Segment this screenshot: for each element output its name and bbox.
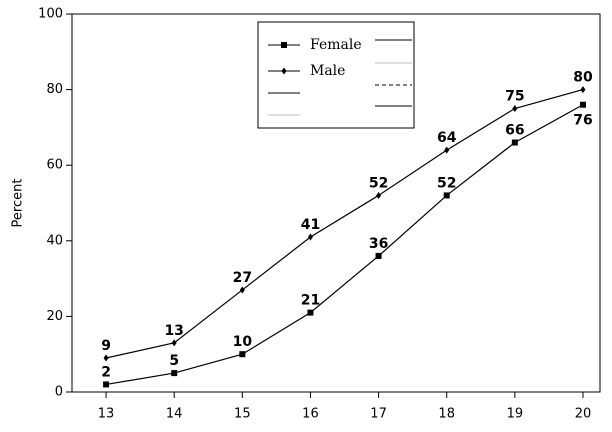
x-tick-label: 15 [234, 407, 251, 422]
y-axis-label: Percent [11, 179, 26, 228]
marker [444, 146, 450, 154]
data-label: 80 [573, 70, 593, 86]
data-label: 66 [505, 123, 524, 139]
x-tick-label: 18 [438, 407, 455, 422]
y-tick-label: 60 [46, 158, 63, 173]
marker [443, 192, 450, 199]
x-tick-label: 17 [370, 407, 387, 422]
marker [171, 370, 178, 377]
marker [580, 86, 586, 94]
data-label: 64 [437, 130, 457, 146]
marker [579, 101, 586, 108]
y-tick-label: 100 [38, 7, 63, 22]
y-tick-label: 0 [55, 385, 63, 400]
data-label: 52 [369, 175, 388, 191]
series-line [105, 89, 584, 359]
marker [307, 309, 314, 316]
legend-label: Female [310, 37, 362, 53]
marker [307, 233, 313, 241]
marker [239, 351, 246, 358]
marker [171, 339, 177, 347]
data-label: 9 [101, 338, 111, 354]
marker [511, 139, 518, 146]
data-label: 27 [233, 270, 252, 286]
data-label: 52 [437, 175, 456, 191]
data-label: 10 [233, 334, 253, 350]
marker [239, 286, 245, 294]
data-label: 5 [169, 353, 179, 369]
data-label: 13 [164, 323, 183, 339]
x-tick-label: 14 [166, 407, 183, 422]
data-label: 36 [369, 236, 388, 252]
data-label: 41 [301, 217, 320, 233]
data-label: 2 [101, 364, 111, 380]
legend [257, 21, 415, 129]
legend-marker [281, 42, 287, 48]
data-label: 76 [573, 113, 592, 129]
data-label: 21 [301, 293, 320, 309]
legend-marker [281, 67, 287, 75]
marker [103, 381, 110, 388]
x-tick-label: 16 [302, 407, 319, 422]
data-label: 75 [505, 89, 524, 105]
x-tick-label: 13 [98, 407, 115, 422]
plot-frame [71, 13, 601, 393]
marker [103, 354, 109, 362]
x-tick-label: 19 [507, 407, 524, 422]
x-tick-label: 20 [575, 407, 592, 422]
legend-label: Male [310, 63, 345, 79]
y-tick-label: 40 [46, 233, 63, 248]
series-line [105, 104, 584, 386]
marker [375, 252, 382, 259]
y-tick-label: 20 [46, 309, 63, 324]
y-tick-label: 80 [46, 82, 63, 97]
marker [376, 191, 382, 199]
marker [512, 105, 518, 112]
